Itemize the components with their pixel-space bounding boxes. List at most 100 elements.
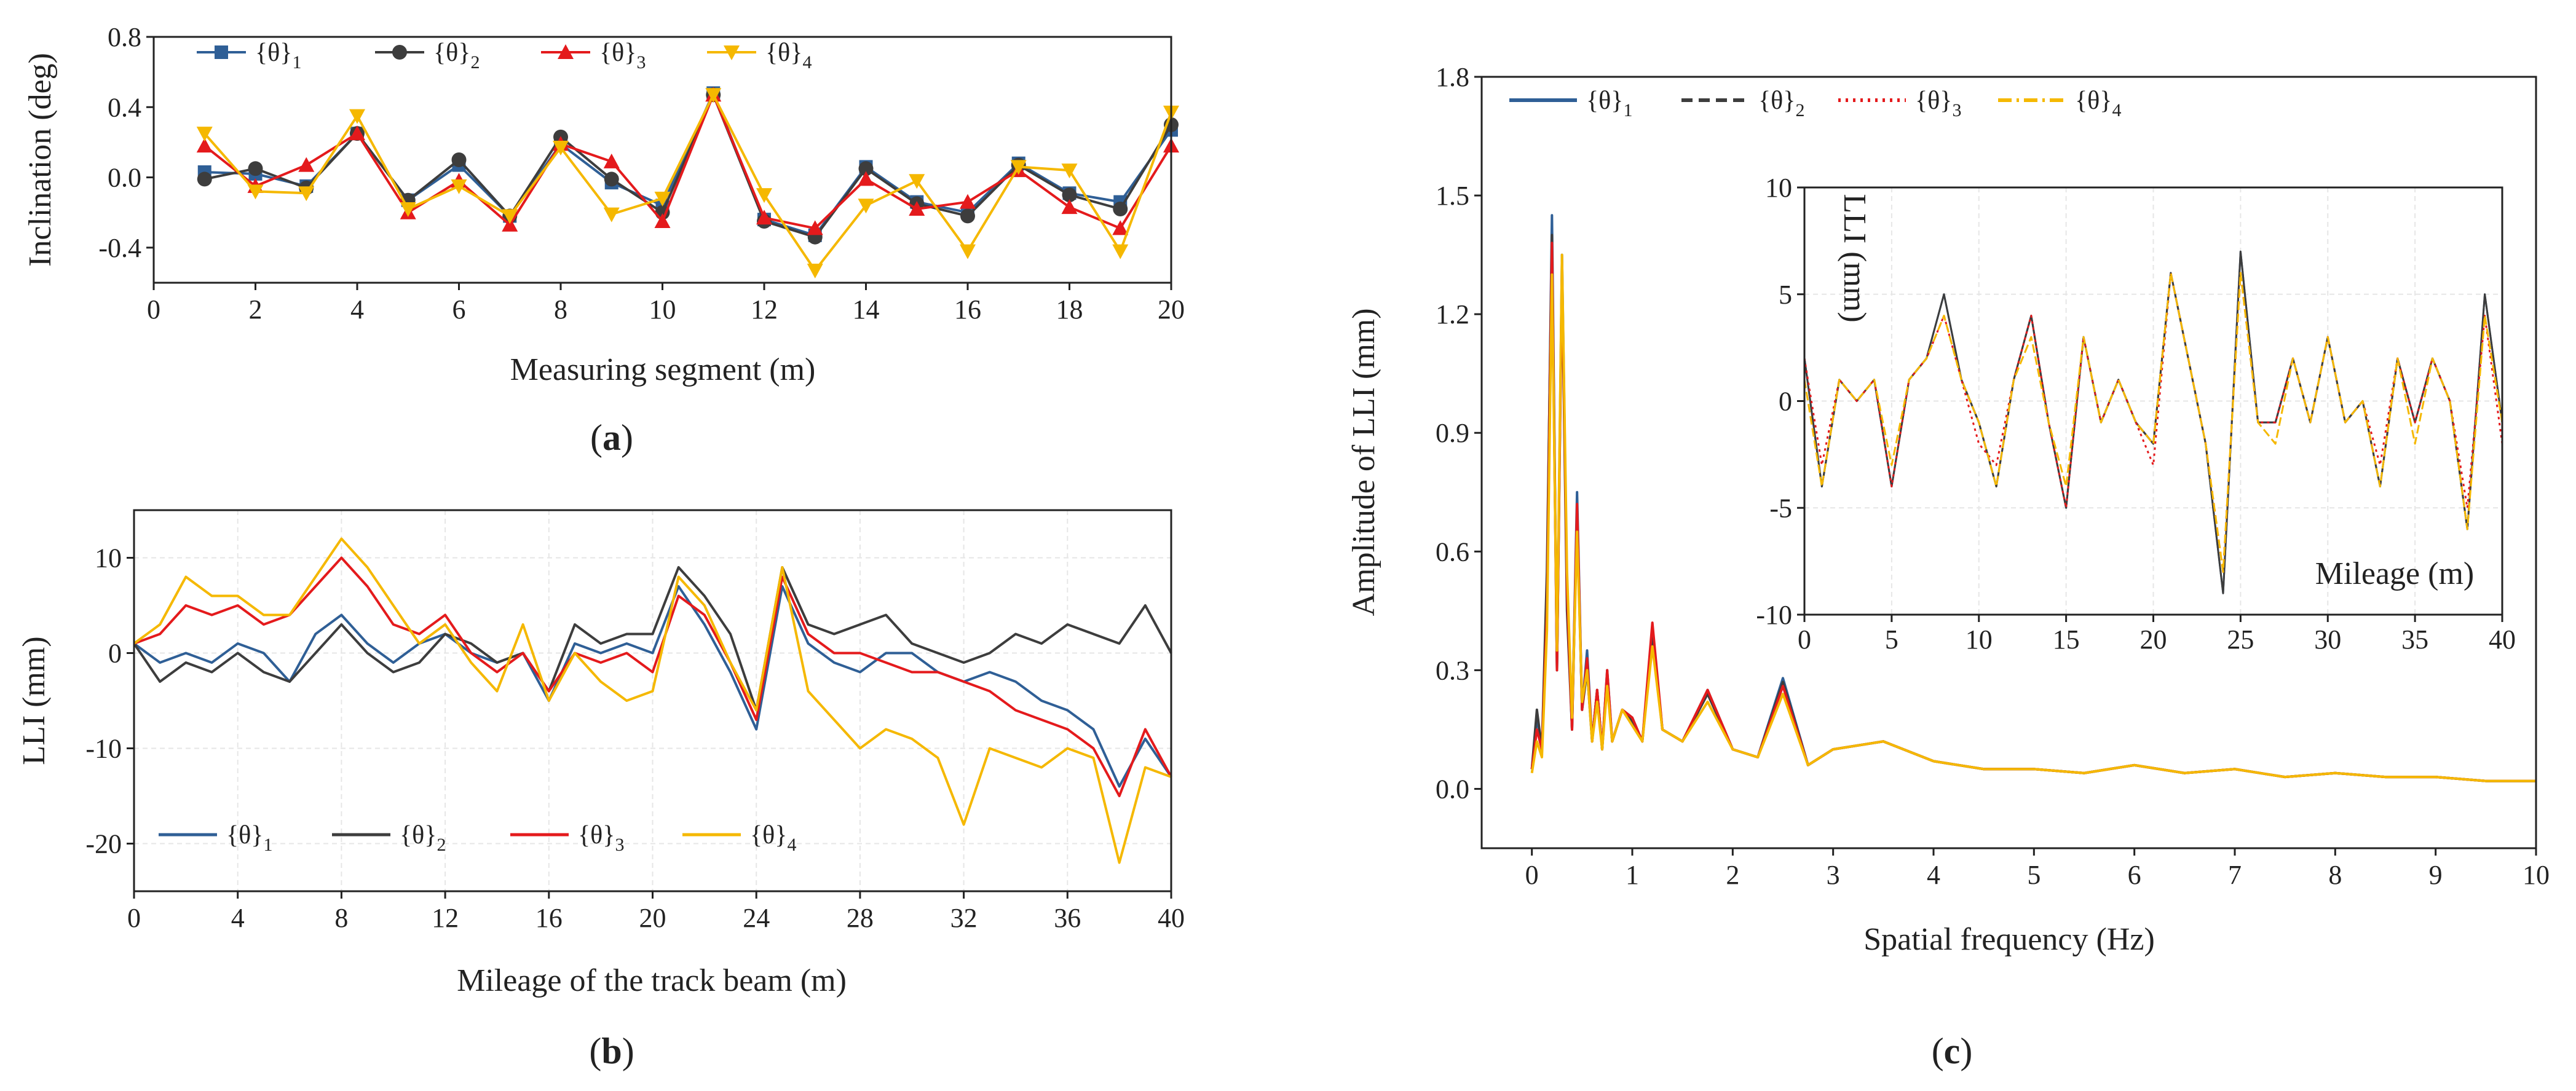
b-xtick-label-3: 12 bbox=[432, 903, 459, 933]
legend-b: {θ}1 {θ}2 {θ}3 {θ}4 bbox=[159, 821, 796, 855]
c-series-line-4 bbox=[1530, 253, 2536, 782]
inset-xtick-label-4: 20 bbox=[2140, 624, 2167, 655]
a-legend-text-4: {θ} bbox=[765, 39, 802, 67]
b-xtick-label-1: 4 bbox=[231, 903, 245, 933]
c-xtick-label-2: 2 bbox=[1726, 860, 1739, 890]
b-xtick-label-0: 0 bbox=[127, 903, 141, 933]
c-legend-sub-2: 2 bbox=[1795, 100, 1804, 120]
c-legend-text-2: {θ} bbox=[1758, 87, 1795, 115]
b-legend-text-2: {θ} bbox=[400, 821, 437, 849]
a-point-s3-19 bbox=[1112, 220, 1129, 235]
b-legend-label-4: {θ}4 bbox=[750, 821, 796, 855]
a-legend-sub-4: 4 bbox=[802, 52, 812, 73]
c-xtick-label-1: 1 bbox=[1626, 860, 1639, 890]
a-ytick-label-2: 0.0 bbox=[108, 163, 141, 193]
c-legend-sub-1: 1 bbox=[1623, 100, 1632, 120]
inset-xtick-label-8: 40 bbox=[2489, 624, 2516, 655]
c-legend-label-3: {θ}3 bbox=[1915, 87, 1961, 120]
axes-c bbox=[1480, 76, 2537, 849]
inset-ytick-label-2: 0 bbox=[1779, 387, 1792, 417]
b-legend-sub-4: 4 bbox=[787, 835, 796, 855]
b-legend-sub-3: 3 bbox=[615, 835, 624, 855]
a-series-line-2 bbox=[204, 93, 1172, 238]
a-point-s4-13 bbox=[807, 264, 823, 278]
c-xtick-label-5: 5 bbox=[2027, 860, 2041, 890]
a-point-s4-19 bbox=[1112, 244, 1129, 259]
y-axis-label-a: Inclination (deg) bbox=[23, 53, 58, 267]
inset-ytick-label-4: -10 bbox=[1756, 600, 1792, 630]
b-legend-text-1: {θ} bbox=[226, 821, 263, 849]
b-xtick-label-7: 28 bbox=[847, 903, 874, 933]
a-legend-marker-4 bbox=[724, 45, 740, 60]
a-legend-label-1: {θ}1 bbox=[255, 39, 301, 73]
b-xtick-label-9: 36 bbox=[1054, 903, 1081, 933]
inset-series-line-4 bbox=[1803, 272, 2503, 573]
legend-a: {θ}1 {θ}2 {θ}3 {θ}4 bbox=[197, 39, 812, 73]
y-axis-label-c: Amplitude of LLI (mm) bbox=[1346, 308, 1381, 616]
a-point-s3-10 bbox=[654, 213, 671, 228]
a-point-s2-2 bbox=[248, 161, 263, 176]
a-series-line-3 bbox=[203, 93, 1172, 230]
panel-label-a-open: ( bbox=[590, 417, 603, 458]
a-legend-marker-1 bbox=[215, 45, 228, 59]
c-xtick-label-0: 0 bbox=[1525, 860, 1539, 890]
inset-ytick-label-1: 5 bbox=[1779, 280, 1792, 310]
a-xtick-label-6: 12 bbox=[751, 294, 778, 325]
a-point-s3-15 bbox=[909, 201, 925, 216]
b-xtick-label-8: 32 bbox=[950, 903, 978, 933]
c-legend-text-4: {θ} bbox=[2075, 87, 2112, 115]
a-point-s4-6 bbox=[451, 179, 467, 194]
a-xtick-label-7: 14 bbox=[853, 294, 880, 325]
panel-label-c-open: ( bbox=[1932, 1031, 1944, 1071]
a-point-s3-18 bbox=[1061, 199, 1078, 215]
a-legend-label-3: {θ}3 bbox=[599, 39, 646, 73]
series-group-b bbox=[133, 537, 1172, 864]
a-point-s3-7 bbox=[502, 216, 518, 232]
b-xtick-label-2: 8 bbox=[334, 903, 348, 933]
c-xtick-label-9: 9 bbox=[2429, 860, 2443, 890]
a-point-s4-3 bbox=[298, 186, 315, 202]
panel-label-a-close: ) bbox=[621, 417, 633, 458]
ticks-c: 0 1 2 3 4 5 6 7 8 9 100.00.30.60.91.21.51.8 bbox=[1436, 62, 2550, 890]
b-series-line-3 bbox=[133, 556, 1172, 797]
c-ytick-label-4: 1.2 bbox=[1436, 299, 1469, 329]
a-xtick-label-4: 8 bbox=[554, 294, 567, 325]
grid-b bbox=[133, 510, 1172, 891]
b-xtick-label-6: 24 bbox=[743, 903, 770, 933]
legend-c: {θ}1 {θ}2 {θ}3 {θ}4 bbox=[1509, 87, 2121, 120]
a-point-s2-16 bbox=[960, 208, 975, 224]
b-xtick-label-4: 16 bbox=[535, 903, 563, 933]
a-point-s3-3 bbox=[298, 157, 315, 172]
a-point-s4-10 bbox=[654, 191, 671, 207]
a-xtick-label-3: 6 bbox=[452, 294, 466, 325]
inset-x-label: Mileage (m) bbox=[2315, 556, 2474, 591]
c-legend-sub-3: 3 bbox=[1952, 100, 1961, 120]
a-point-s2-1 bbox=[197, 171, 212, 187]
a-xtick-label-9: 18 bbox=[1056, 294, 1083, 325]
panel-label-a-letter: a bbox=[603, 417, 621, 458]
inset-ticks: 0 5 10 15 20 25 30 35 40 10 5 0 -5 -10 bbox=[1756, 173, 2516, 655]
b-legend-label-3: {θ}3 bbox=[578, 821, 624, 855]
a-point-s3-4 bbox=[349, 125, 365, 141]
inset-chart: 0 5 10 15 20 25 30 35 40 10 5 0 -5 -10 Mileage (m) LL… bbox=[1756, 173, 2516, 655]
b-legend-text-3: {θ} bbox=[578, 821, 615, 849]
a-point-s3-14 bbox=[858, 171, 874, 186]
inset-xtick-label-1: 5 bbox=[1885, 624, 1898, 655]
panel-label-b-close: ) bbox=[622, 1031, 634, 1071]
ticks-a: 0 2 4 6 8 10 12 14 16 18 200.80.40.0-0.4 bbox=[98, 22, 1185, 325]
inset-xtick-label-5: 25 bbox=[2227, 624, 2254, 655]
a-point-s4-8 bbox=[553, 141, 569, 156]
c-legend-label-4: {θ}4 bbox=[2075, 87, 2121, 120]
plot-frame-c bbox=[1480, 76, 2537, 849]
a-ytick-label-0: 0.8 bbox=[108, 22, 141, 52]
c-xtick-label-7: 7 bbox=[2228, 860, 2242, 890]
b-ytick-label-0: 10 bbox=[95, 543, 122, 573]
a-point-s3-12 bbox=[756, 210, 772, 225]
c-ytick-label-2: 0.6 bbox=[1436, 537, 1469, 567]
a-point-s4-5 bbox=[400, 202, 416, 217]
panel-label-c-letter: c bbox=[1944, 1031, 1961, 1071]
c-xtick-label-8: 8 bbox=[2328, 860, 2342, 890]
a-point-s4-16 bbox=[960, 244, 976, 259]
inset-xtick-label-0: 0 bbox=[1798, 624, 1811, 655]
